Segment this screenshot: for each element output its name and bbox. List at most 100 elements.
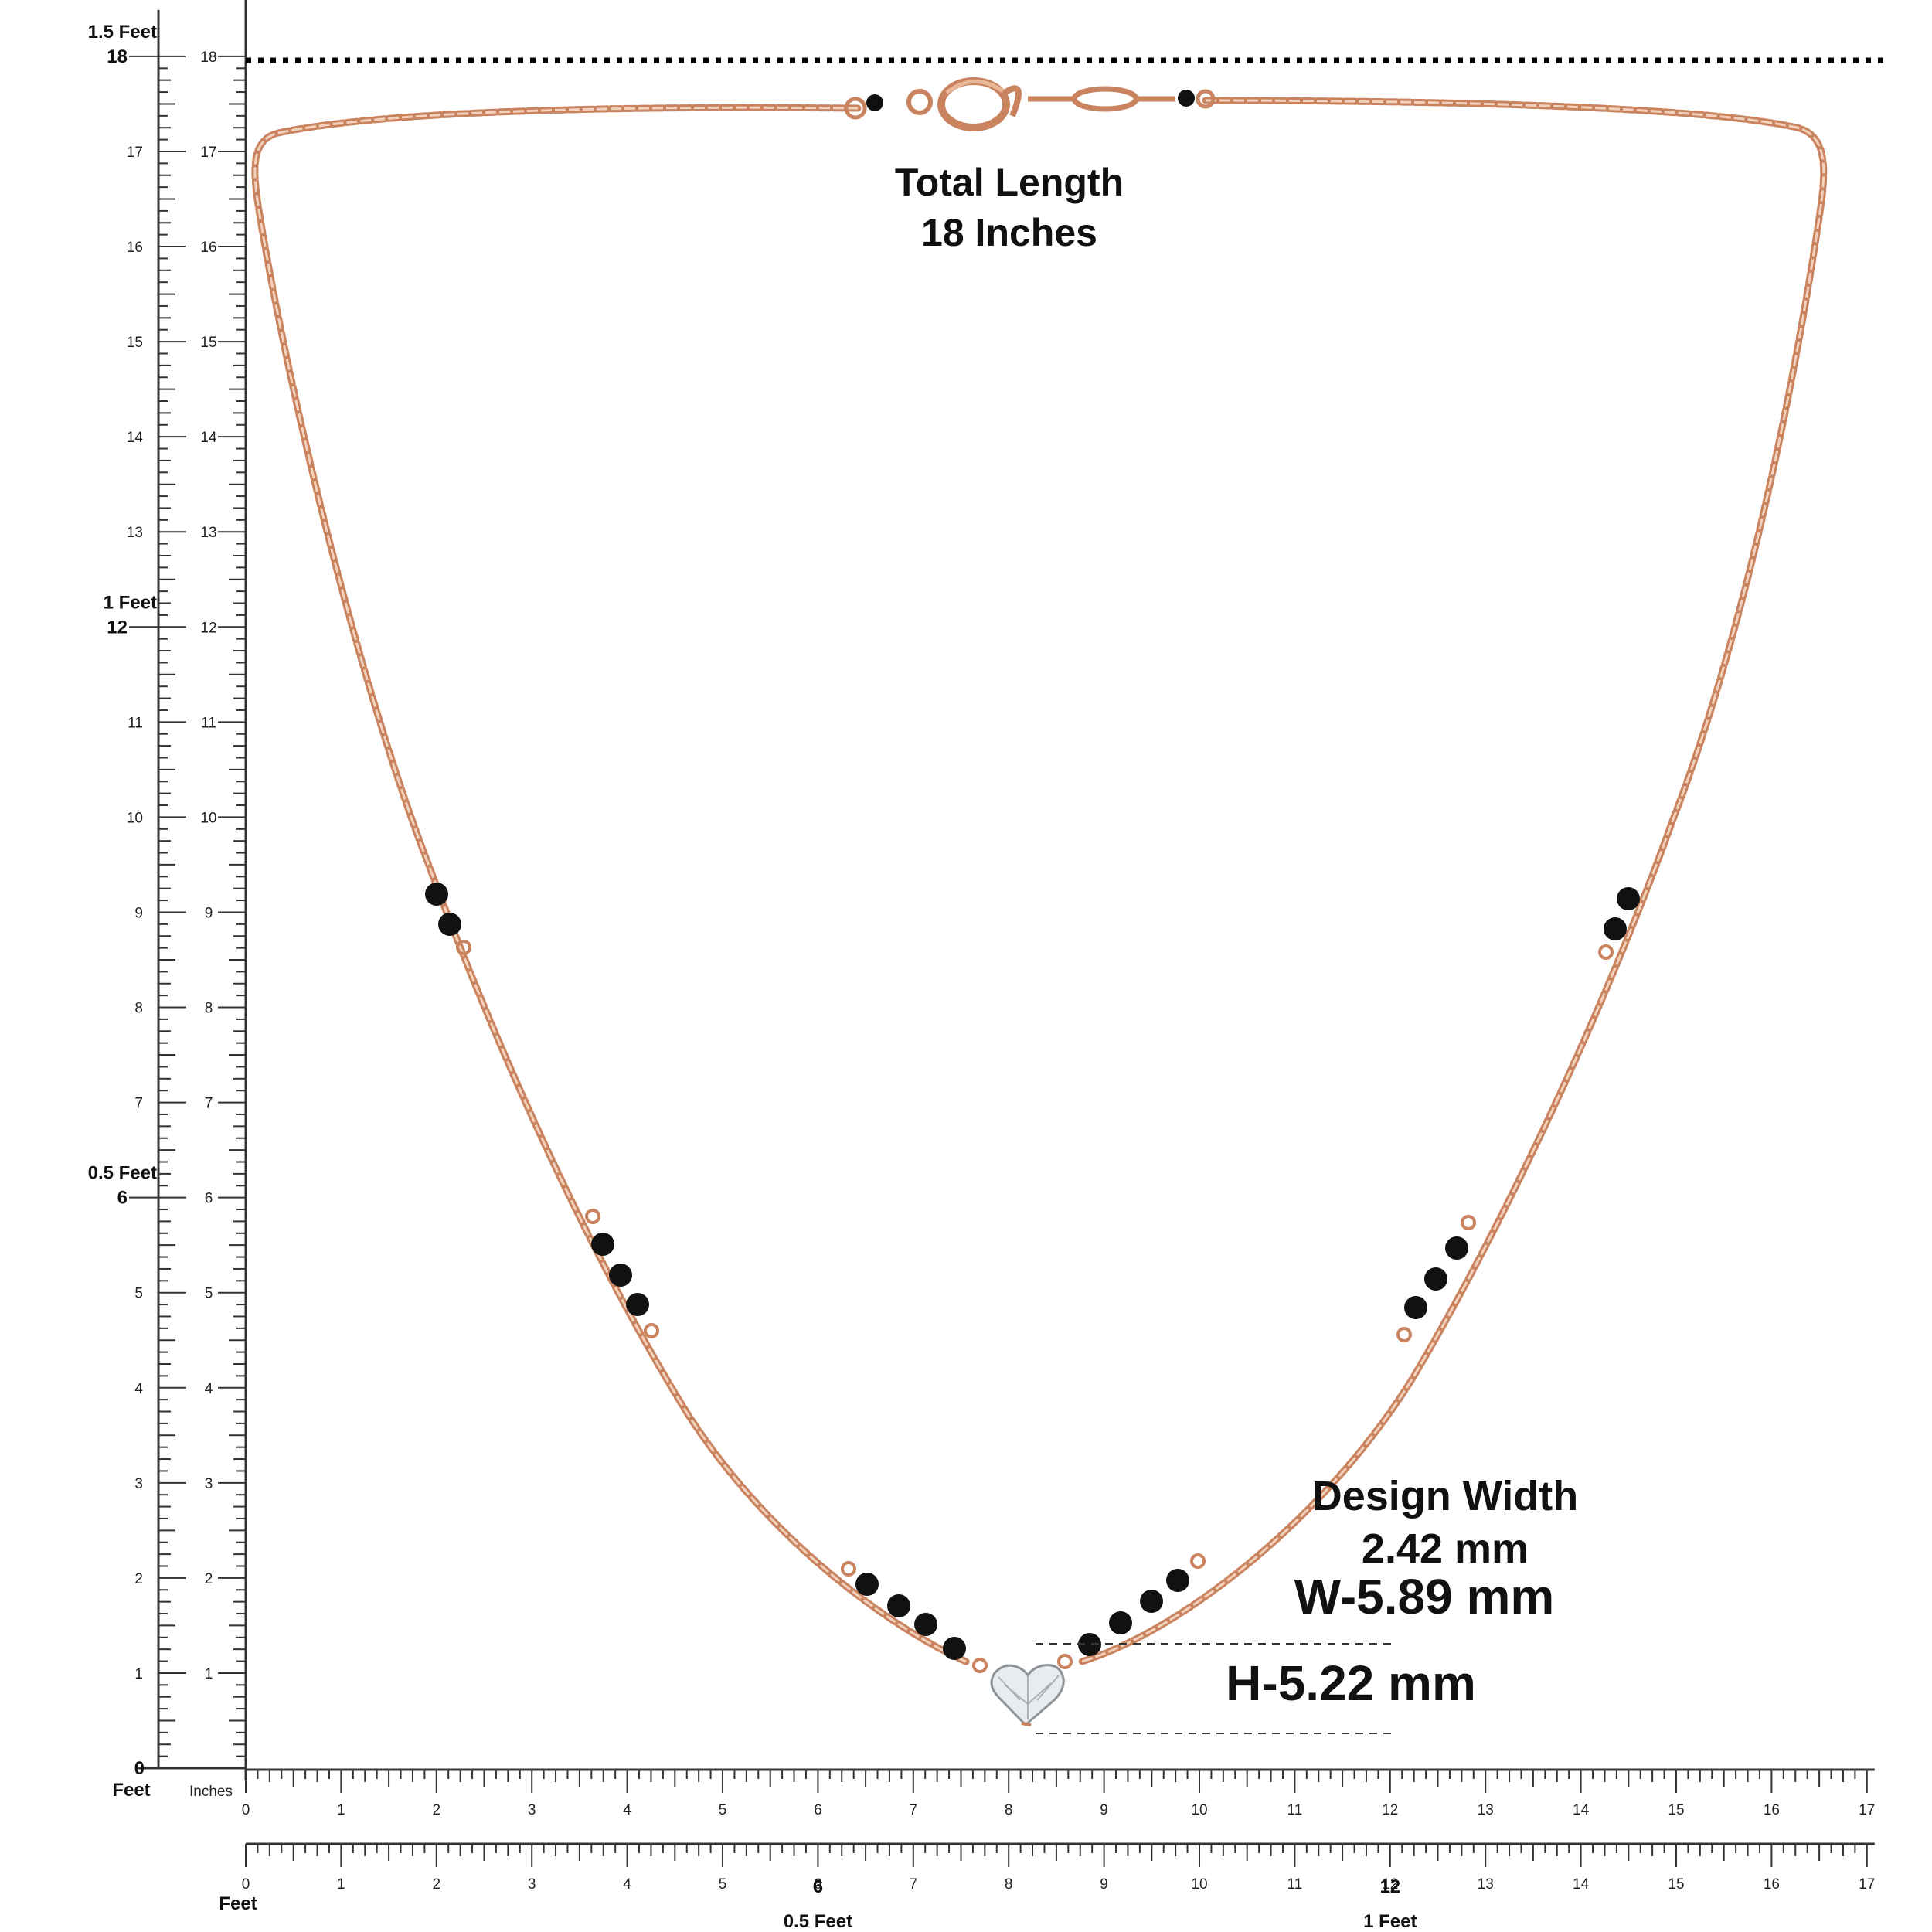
ruler-tick-label: 3	[205, 1476, 213, 1492]
black-bead	[1078, 1633, 1101, 1656]
heart-diamond-pendant	[972, 1654, 1073, 1727]
black-bead	[1604, 917, 1627, 940]
ruler-tick-label: 0	[242, 1876, 250, 1893]
ruler-tick-label: 13	[1478, 1876, 1494, 1893]
ruler-feet-marker-value: 12	[1379, 1876, 1400, 1897]
clasp-bead-left	[866, 94, 883, 111]
ruler-tick-label: 13	[200, 525, 216, 541]
ruler-feet-marker-label: 1 Feet	[104, 592, 157, 613]
ruler-zero-label: 0	[134, 1758, 145, 1779]
ruler-tick-label: 12	[200, 620, 216, 636]
chain-strand-right-highlight	[1081, 99, 1825, 1663]
ruler-tick-label: 17	[127, 145, 143, 161]
ruler-tick-label: 15	[1668, 1876, 1684, 1893]
black-bead	[1109, 1611, 1132, 1634]
ruler-tick-label: 9	[134, 905, 143, 921]
bead-link-ring	[644, 1323, 659, 1338]
ruler-tick-label: 2	[433, 1802, 441, 1818]
lobster-clasp-gate	[945, 80, 1005, 94]
bead-group-right-upper	[1598, 887, 1640, 960]
black-bead	[425, 883, 448, 906]
ruler-tick-label: 2	[205, 1571, 213, 1587]
vertical-ruler: 1122334455677889910101111121313141415151…	[88, 0, 247, 1801]
ruler-feet-marker-value: 18	[107, 46, 128, 67]
ruler-tick-label: 9	[205, 905, 213, 921]
ruler-tick-label: 12	[1382, 1876, 1398, 1893]
ruler-tick-label: 10	[1191, 1802, 1207, 1818]
ruler-tick-label: 5	[134, 1286, 143, 1302]
black-bead	[626, 1293, 649, 1316]
ruler-tick-label: 17	[1859, 1876, 1875, 1893]
ruler-tick-label: 14	[1573, 1876, 1590, 1893]
ruler-tick-label: 3	[528, 1802, 536, 1818]
ruler-tick-label: 11	[1287, 1876, 1303, 1893]
clasp-jump-ring-left	[844, 97, 867, 120]
lobster-clasp	[844, 77, 1216, 131]
ruler-tick-label: 1	[205, 1666, 213, 1682]
ruler-feet-marker-value: 12	[107, 617, 128, 638]
black-bead	[1445, 1236, 1468, 1260]
ruler-tick-label: 0	[242, 1802, 250, 1818]
bead-group-left-middle	[585, 1209, 659, 1338]
pendant-link-ring-right	[1057, 1654, 1073, 1669]
ruler-tick-label: 15	[127, 335, 143, 351]
ruler-tick-label: 9	[1100, 1876, 1108, 1893]
ruler-tick-label: 1	[337, 1876, 345, 1893]
clasp-bead-right	[1178, 90, 1195, 107]
black-bead	[887, 1594, 910, 1617]
necklace-chain	[251, 77, 1828, 1727]
ruler-tick-label: 11	[1287, 1802, 1303, 1818]
ruler-tick-label: 10	[1191, 1876, 1207, 1893]
ruler-inches-unit-label: Inches	[189, 1784, 233, 1800]
ruler-tick-label: 8	[1005, 1876, 1013, 1893]
black-bead	[914, 1613, 937, 1636]
black-bead	[1404, 1296, 1427, 1319]
ruler-tick-label: 4	[134, 1381, 143, 1397]
pendant-width-label: W-5.89 mm	[1294, 1569, 1555, 1624]
horizontal-ruler-inches: 0 1 2 3 4 5 6 7 8 9 10 11 12 13 14 15 16 17	[242, 1768, 1875, 1818]
bead-link-ring	[1461, 1215, 1476, 1230]
ruler-tick-label: 7	[134, 1096, 143, 1112]
total-length-title: Total Length	[895, 161, 1124, 204]
black-bead	[855, 1573, 879, 1596]
bead-link-ring	[1598, 944, 1614, 960]
ruler-tick-label: 9	[1100, 1802, 1108, 1818]
design-width-value: 2.42 mm	[1362, 1526, 1529, 1572]
design-width-title: Design Width	[1312, 1473, 1579, 1519]
heart-facet-lines	[998, 1675, 1060, 1719]
bead-link-ring	[1396, 1327, 1412, 1342]
black-bead	[1617, 887, 1640, 910]
clasp-jump-ring	[906, 89, 933, 115]
chain-strand-left	[251, 104, 970, 1665]
ruler-tick-label: 3	[528, 1876, 536, 1893]
black-bead	[591, 1233, 614, 1256]
ruler-tick-label: 17	[1859, 1802, 1875, 1818]
ruler-tick-label: 15	[1668, 1802, 1684, 1818]
ruler-tick-label: 5	[719, 1802, 727, 1818]
black-bead	[1166, 1569, 1189, 1592]
ruler-tick-label: 8	[134, 1001, 143, 1017]
ruler-tick-label: 4	[623, 1802, 631, 1818]
ruler-tick-label: 16	[127, 240, 143, 256]
ruler-tick-label: 14	[1573, 1802, 1590, 1818]
bead-link-ring	[1190, 1553, 1206, 1569]
ruler-tick-label: 6	[814, 1876, 822, 1893]
chain-strand-right	[1078, 97, 1828, 1665]
ruler-tick-label: 15	[200, 335, 216, 351]
ruler-tick-label: 14	[127, 430, 144, 446]
ruler-tick-label: 7	[910, 1876, 918, 1893]
clasp-tag-ring	[1071, 86, 1139, 112]
bead-group-right-lower	[1078, 1553, 1206, 1656]
ruler-feet-unit-label: Feet	[112, 1780, 150, 1801]
ruler-tick-label: 11	[128, 715, 143, 731]
bead-group-right-middle	[1396, 1215, 1476, 1342]
ruler-tick-label: 16	[1764, 1802, 1780, 1818]
ruler-feet-marker-value: 6	[117, 1188, 128, 1209]
total-length-value: 18 Inches	[921, 211, 1097, 254]
ruler-feet-unit-label: Feet	[219, 1893, 257, 1914]
ruler-tick-label: 7	[205, 1096, 213, 1112]
bead-link-ring	[841, 1561, 856, 1577]
chain-strand-left-highlight	[253, 106, 967, 1663]
